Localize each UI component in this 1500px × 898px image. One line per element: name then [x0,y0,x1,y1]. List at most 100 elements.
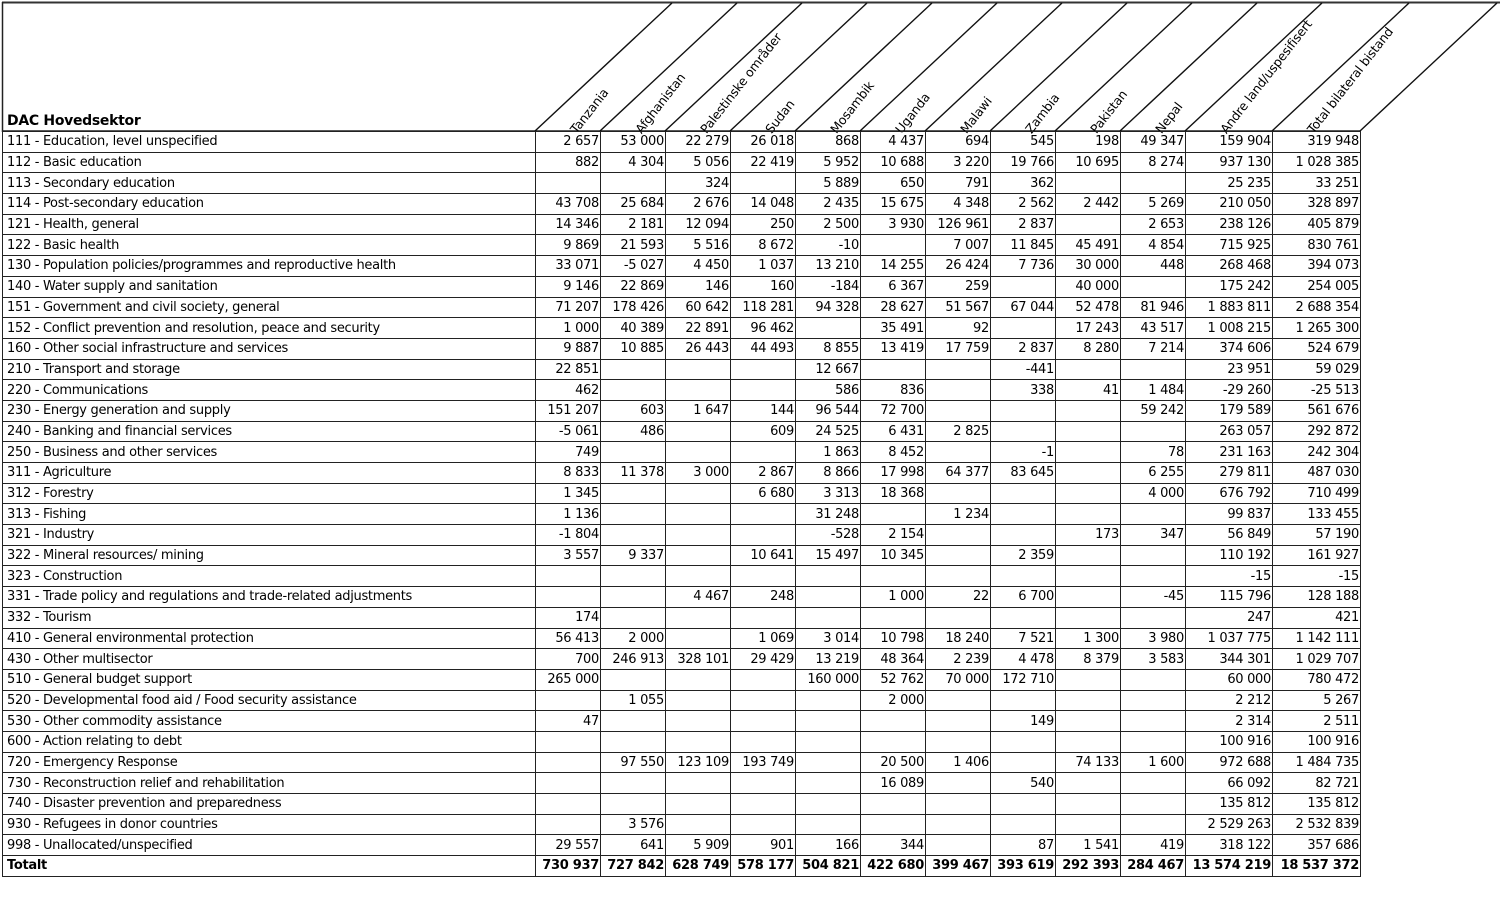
value-cell: 263 057 [1185,420,1273,443]
value-cell: 25 235 [1185,172,1273,195]
value-cell [665,730,731,753]
value-cell: 2 181 [600,213,666,236]
value-cell [990,606,1056,629]
value-cell [860,358,926,381]
value-cell: 405 879 [1272,213,1361,236]
table-row: 313 - Fishing 1 136 31 248 1 234 99 837 133 4… [2,503,1361,526]
value-cell [1055,606,1121,629]
value-cell: 1 234 [925,503,991,526]
value-cell: 2 657 [535,131,601,153]
table-row: 530 - Other commodity assistance 47 149 2 3… [2,710,1361,732]
value-cell [665,524,731,546]
value-cell [730,606,796,629]
value-cell: 19 766 [990,151,1056,174]
value-cell: 26 018 [730,131,796,153]
value-cell: 22 851 [535,358,601,381]
value-cell: 284 467 [1120,855,1186,877]
sector-label: 930 - Refugees in donor countries [2,813,536,836]
value-cell: 59 029 [1272,358,1361,381]
value-cell: 110 192 [1185,544,1273,567]
value-cell: 422 680 [860,855,926,877]
value-cell [535,730,601,753]
value-cell: 160 000 [795,668,861,691]
table-row: 311 - Agriculture 8 833 11 378 3 000 2 867 8 … [2,462,1361,484]
value-cell: 151 207 [535,399,601,422]
value-cell: 33 071 [535,255,601,277]
value-cell [795,813,861,836]
value-cell [990,399,1056,422]
value-cell: 715 925 [1185,234,1273,257]
sector-label: 210 - Transport and storage [2,358,536,381]
value-cell: 2 529 263 [1185,813,1273,836]
value-cell: 35 491 [860,317,926,339]
value-cell [1055,793,1121,815]
value-cell: 3 313 [795,482,861,505]
value-cell: 749 [535,441,601,463]
value-cell: 279 811 [1185,462,1273,484]
value-cell [665,668,731,691]
value-cell: 318 122 [1185,834,1273,857]
value-cell [795,793,861,815]
value-cell: 4 854 [1120,234,1186,257]
value-cell [600,606,666,629]
table-row: 111 - Education, level unspecified 2 657 5… [2,131,1361,153]
value-cell: 1 300 [1055,627,1121,650]
value-cell: 727 842 [600,855,666,877]
value-cell: 1 028 385 [1272,151,1361,174]
value-cell: 4 437 [860,131,926,153]
value-cell [1055,503,1121,526]
value-cell: 52 762 [860,668,926,691]
value-cell: 3 576 [600,813,666,836]
value-cell [1120,503,1186,526]
value-cell: 868 [795,131,861,153]
value-cell [600,503,666,526]
value-cell [1055,213,1121,236]
value-cell: 250 [730,213,796,236]
value-cell: 694 [925,131,991,153]
value-cell [860,813,926,836]
table-row: 430 - Other multisector 700 246 913 328 101… [2,648,1361,670]
value-cell [600,358,666,381]
value-cell: 15 497 [795,544,861,567]
value-cell [925,399,991,422]
value-cell [795,689,861,712]
value-cell: 2 314 [1185,710,1273,732]
value-cell: -5 027 [600,255,666,277]
value-cell [1120,710,1186,732]
value-cell: 9 337 [600,544,666,567]
value-cell [665,772,731,794]
value-cell: 51 567 [925,296,991,319]
value-cell: 2 653 [1120,213,1186,236]
value-cell: 70 000 [925,668,991,691]
value-cell: 14 048 [730,193,796,215]
value-cell: 198 [1055,131,1121,153]
value-cell: 40 389 [600,317,666,339]
value-cell: 47 [535,710,601,732]
value-cell: 545 [990,131,1056,153]
value-cell [600,565,666,588]
value-cell [1120,544,1186,567]
sector-label: 510 - General budget support [2,668,536,691]
value-cell [925,772,991,794]
table-row: 998 - Unallocated/unspecified 29 557 641 5 … [2,834,1361,857]
value-cell: 3 014 [795,627,861,650]
sector-label: 998 - Unallocated/unspecified [2,834,536,857]
value-cell: 40 000 [1055,275,1121,298]
value-cell: 1 541 [1055,834,1121,857]
value-cell: 53 000 [600,131,666,153]
value-cell: 13 219 [795,648,861,670]
value-cell [925,730,991,753]
value-cell: 292 872 [1272,420,1361,443]
value-cell [730,358,796,381]
value-cell [1120,689,1186,712]
value-cell [1120,275,1186,298]
value-cell: 524 679 [1272,337,1361,360]
value-cell [600,668,666,691]
value-cell: 10 641 [730,544,796,567]
value-cell: 7 214 [1120,337,1186,360]
value-cell: 357 686 [1272,834,1361,857]
sector-label: 740 - Disaster prevention and preparedne… [2,793,536,815]
value-cell: 57 190 [1272,524,1361,546]
value-cell: 246 913 [600,648,666,670]
value-cell: 8 274 [1120,151,1186,174]
